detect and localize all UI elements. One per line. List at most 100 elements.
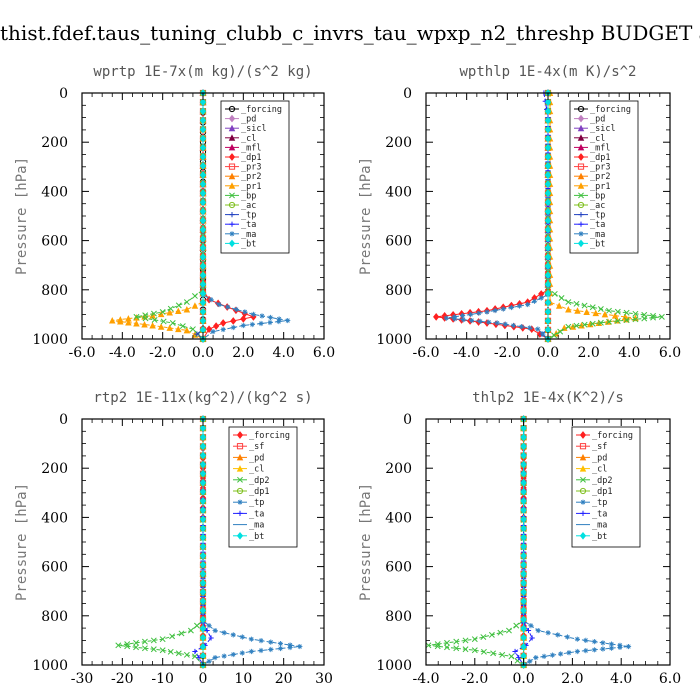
data-point (625, 643, 632, 650)
data-point (199, 433, 207, 442)
legend-item: _pd (576, 453, 607, 463)
data-point (544, 244, 552, 252)
data-point (520, 451, 527, 460)
legend-item: _bp (574, 191, 605, 201)
legend-marker (237, 476, 243, 483)
data-point (267, 319, 273, 326)
x-tick-label: 20 (275, 671, 293, 687)
x-tick-label: 4.0 (618, 345, 640, 361)
legend-label: _pr1 (241, 182, 261, 192)
data-point (187, 627, 194, 634)
data-point (650, 312, 657, 319)
legend-label: _pr1 (590, 182, 610, 192)
data-point (573, 300, 580, 307)
legend-label: _dp1 (241, 153, 261, 163)
data-point (199, 216, 207, 225)
data-point (544, 189, 552, 198)
chart-panel-1: wprtp 1E-7x(m kg)/(s^2 kg) Pressure [hPa]… (14, 64, 335, 361)
data-point (557, 328, 564, 335)
x-tick-label: -2.0 (494, 345, 521, 361)
data-point (160, 318, 167, 325)
legend-item: _forcing (574, 105, 631, 115)
data-point (194, 331, 200, 337)
data-point (199, 125, 207, 134)
data-point (199, 524, 207, 533)
legend: _forcing_pd_sicl_cl_mfl_dp1_pr3_pr2_pr1_… (569, 100, 639, 254)
x-tick-label: 0.0 (537, 345, 559, 361)
data-point (151, 316, 158, 323)
data-point (581, 302, 588, 309)
legend-item: _sf (576, 442, 607, 452)
data-point (544, 316, 552, 325)
series_bt (199, 415, 207, 669)
data-point (199, 116, 207, 125)
data-point (230, 651, 236, 658)
data-point (544, 216, 552, 225)
legend-marker (236, 531, 244, 540)
y-tick-label: 400 (41, 510, 68, 526)
legend-item: _tp (574, 211, 605, 221)
data-point (199, 307, 207, 316)
legend-label: _pr3 (241, 163, 261, 173)
data-point (175, 325, 182, 333)
legend-label: _dp1 (249, 487, 269, 497)
legend-label: _pr2 (590, 172, 610, 182)
x-tick-label: -2.0 (461, 671, 488, 687)
data-point (589, 304, 596, 311)
chart-panel-4: thlp2 1E-4x(K^2)/s Pressure [hPa] -4.0 -2.0… (358, 390, 681, 687)
data-point (597, 306, 604, 312)
data-point (133, 313, 140, 320)
data-point (544, 125, 552, 134)
series-line (514, 419, 533, 666)
legend-item: _pr3 (225, 163, 261, 173)
data-point (484, 309, 490, 315)
data-point (492, 307, 498, 314)
data-point (258, 320, 264, 327)
data-point (268, 646, 274, 653)
x-tick-label: 2.0 (232, 345, 254, 361)
legend-label: _pr2 (241, 172, 261, 182)
data-point (242, 309, 248, 315)
legend-item: _ac (574, 201, 605, 211)
data-point (183, 299, 190, 306)
data-point (277, 645, 284, 652)
data-point (159, 636, 166, 643)
legend-label: _tp (249, 498, 264, 508)
x-tick-label: -10 (151, 671, 174, 687)
legend-marker (577, 163, 585, 170)
legend-item: _bt (576, 532, 607, 542)
data-point (558, 651, 564, 657)
data-point (199, 271, 207, 280)
data-point (199, 253, 207, 261)
legend-label: _bt (241, 239, 256, 249)
y-tick-label: 600 (385, 234, 412, 250)
data-point (583, 648, 589, 654)
legend-item: _pr2 (225, 172, 261, 182)
data-point (641, 315, 648, 322)
legend-marker (228, 105, 236, 113)
data-point (179, 323, 186, 330)
data-point (141, 320, 148, 328)
series-line (136, 93, 204, 340)
y-axis-label: Pressure [hPa] (14, 483, 30, 601)
data-point (125, 319, 132, 326)
data-point (199, 298, 207, 307)
data-point (212, 322, 220, 330)
data-point (476, 310, 482, 316)
y-tick-label: 600 (385, 560, 412, 576)
series_pr1 (109, 89, 207, 342)
legend-item: _dp1 (576, 487, 612, 497)
data-point (510, 322, 517, 329)
legend-item: _dp1 (574, 153, 610, 163)
legend-marker (228, 153, 236, 161)
data-point (468, 311, 474, 317)
data-point (220, 319, 227, 327)
data-point (199, 262, 207, 270)
series_dp2 (115, 416, 206, 668)
legend-item: _pd (574, 115, 605, 125)
data-point (199, 469, 207, 478)
data-point (199, 478, 207, 487)
data-point (477, 318, 483, 324)
legend-item: _sicl (225, 124, 267, 134)
data-point (444, 639, 450, 646)
